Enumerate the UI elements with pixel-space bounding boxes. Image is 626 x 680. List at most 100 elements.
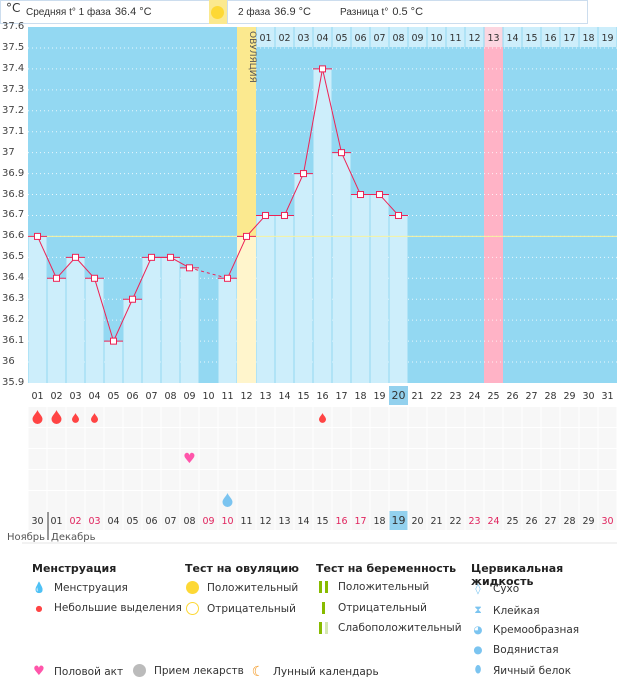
date-label: 01	[50, 516, 62, 527]
month-label-current: Декабрь	[51, 532, 96, 543]
y-tick-label: 36.6	[2, 230, 25, 242]
phase2-day-cell	[389, 27, 408, 47]
temperature-bar	[161, 257, 180, 383]
symbol-cell	[123, 407, 142, 427]
y-tick-label: 37.4	[2, 62, 25, 74]
date-cell	[66, 511, 85, 530]
date-label: 14	[297, 516, 309, 527]
symbol-cell	[104, 470, 123, 490]
temperature-line-segment	[94, 278, 114, 342]
symbol-cell	[332, 491, 351, 511]
symbol-cell	[522, 470, 541, 490]
symbol-cell	[85, 491, 104, 511]
symbol-cell	[579, 407, 598, 427]
symbol-cell	[256, 470, 275, 490]
bbt-chart: 01 02 03 04 05 06 07 08 09 10 11 12 13 14 15 16 17 18 19 ОВ…	[7, 27, 617, 544]
symbol-cell	[598, 449, 617, 469]
date-cell	[47, 511, 66, 530]
phase2-day-cell	[313, 27, 332, 47]
temperature-point	[167, 253, 174, 261]
symbol-cell	[161, 491, 180, 511]
phase2-day-cell	[275, 27, 294, 47]
y-tick-label: 36.2	[2, 314, 25, 326]
symbol-cell	[256, 449, 275, 469]
symbol-cell	[332, 470, 351, 490]
phase2-day-cell	[484, 27, 503, 47]
date-label: 07	[164, 516, 176, 527]
heart-icon: ♥	[183, 451, 196, 467]
cycle-day-label: 29	[563, 391, 575, 402]
temperature-point	[338, 149, 345, 157]
symbol-cell	[598, 470, 617, 490]
symbol-cell	[332, 428, 351, 448]
creamy-drop-icon: ◕	[473, 624, 483, 636]
phase2-day-cell	[370, 27, 389, 47]
symbol-cell	[180, 449, 199, 469]
date-cell	[579, 511, 598, 530]
symbol-cell	[484, 470, 503, 490]
symbol-cell	[541, 407, 560, 427]
date-label: 20	[411, 516, 423, 527]
symbol-cell	[237, 449, 256, 469]
symbol-cell	[294, 428, 313, 448]
symbol-cell	[275, 407, 294, 427]
symbol-cell	[465, 491, 484, 511]
legend-medication: Прием лекарств	[132, 664, 244, 677]
symbol-cell	[541, 470, 560, 490]
empty-drop-icon: ◊	[475, 583, 481, 595]
phase2-day-label: 18	[582, 33, 594, 44]
symbol-cell	[579, 449, 598, 469]
phase2-day-cell	[294, 27, 313, 47]
menstruation-drop-icon	[32, 410, 43, 424]
temperature-point	[224, 274, 231, 282]
cycle-day-label: 13	[259, 391, 271, 402]
temperature-point	[319, 65, 326, 73]
filled-circle-icon	[185, 581, 199, 594]
y-tick-label: 36.7	[2, 209, 25, 221]
symbol-cell	[161, 428, 180, 448]
symbol-cell	[598, 407, 617, 427]
symbol-cell	[370, 470, 389, 490]
unit-label: °C	[6, 1, 21, 15]
phase2-day-label: 09	[411, 33, 423, 44]
temperature-line-segment	[37, 236, 57, 279]
symbol-cell	[142, 491, 161, 511]
symbol-cell	[237, 470, 256, 490]
legend-ovtest-negative: Отрицательный	[185, 602, 296, 615]
cycle-day-label: 18	[354, 391, 366, 402]
date-label: 12	[259, 516, 271, 527]
date-label: 27	[544, 516, 556, 527]
phase2-day-cell	[541, 27, 560, 47]
symbol-cell	[408, 470, 427, 490]
symbol-cell	[465, 470, 484, 490]
cycle-day-label: 30	[582, 391, 594, 402]
symbol-cell	[237, 407, 256, 427]
symbol-cell	[522, 407, 541, 427]
symbol-cell	[275, 491, 294, 511]
temperature-bar	[370, 194, 389, 383]
date-cell	[370, 511, 389, 530]
symbol-cell	[351, 449, 370, 469]
date-cell	[427, 511, 446, 530]
cycle-day-label: 27	[525, 391, 537, 402]
symbol-cell	[161, 407, 180, 427]
cycle-day-label: 09	[183, 391, 195, 402]
temperature-bar	[85, 278, 104, 383]
heart-icon: ♥	[33, 664, 45, 679]
symbol-cell	[389, 449, 408, 469]
date-label: 16	[335, 516, 347, 527]
symbol-cell	[294, 449, 313, 469]
symbol-cell	[541, 428, 560, 448]
temperature-bar	[28, 236, 47, 383]
symbol-cell	[351, 491, 370, 511]
date-label: 06	[145, 516, 157, 527]
phase2-day-label: 15	[525, 33, 537, 44]
symbol-cell	[465, 407, 484, 427]
symbol-cell	[47, 449, 66, 469]
temperature-bar	[180, 267, 199, 383]
cycle-day-label: 20	[392, 389, 406, 402]
legend-cervical-watery: ● Водянистая	[471, 644, 558, 656]
date-cell	[104, 511, 123, 530]
phase2-day-label: 13	[487, 33, 499, 44]
symbol-cell	[503, 491, 522, 511]
